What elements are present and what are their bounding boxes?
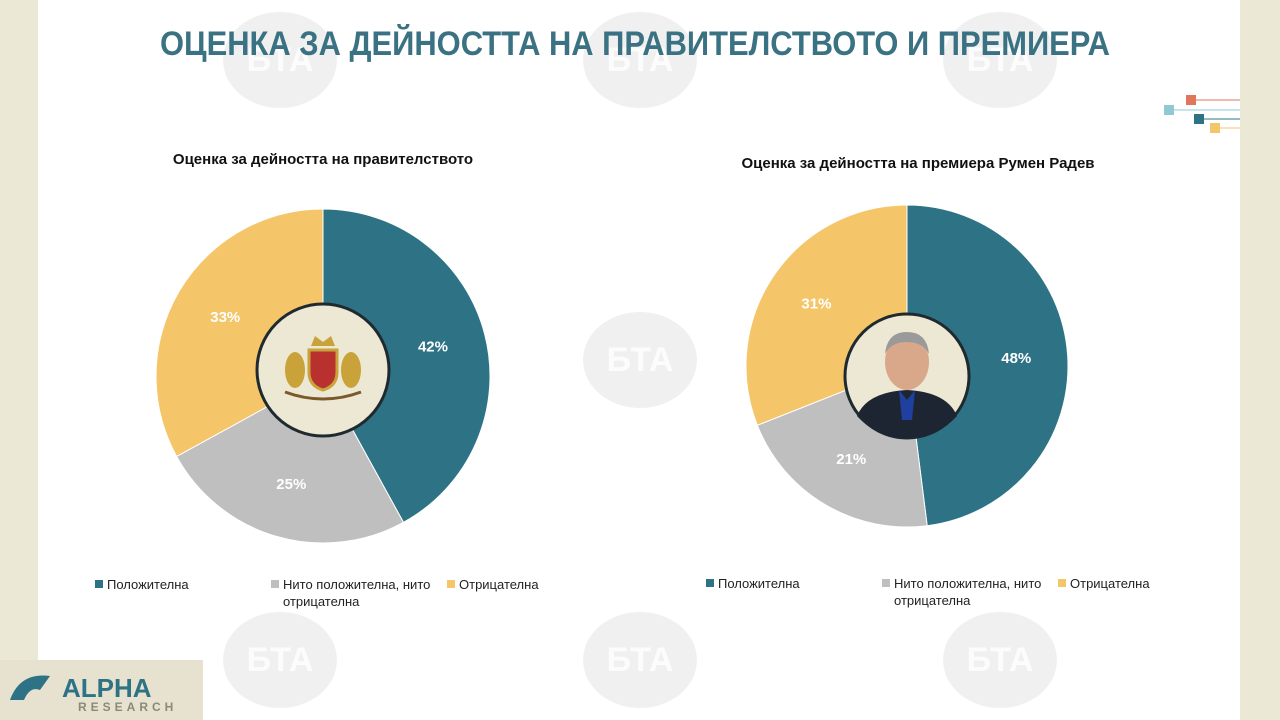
watermark-text: БТА xyxy=(247,41,314,79)
watermark-circle xyxy=(943,12,1057,108)
watermark-text: БТА xyxy=(607,41,674,79)
legend-label: Нито положителна, нито отрицателна xyxy=(283,577,431,609)
value-label: 25% xyxy=(276,476,306,493)
value-label: 48% xyxy=(1001,350,1031,367)
watermark-text: БТА xyxy=(247,641,314,679)
chart-title: Оценка за дейността на премиера Румен Ра… xyxy=(741,155,1094,172)
chart-title: Оценка за дейността на правителството xyxy=(173,151,473,168)
portrait xyxy=(885,334,929,390)
watermark-circle xyxy=(943,612,1057,708)
watermark-text: БТА xyxy=(607,341,674,379)
watermark-text: БТА xyxy=(967,641,1034,679)
side-band xyxy=(1240,0,1280,720)
portrait xyxy=(899,390,915,420)
watermark-circle xyxy=(583,12,697,108)
portrait xyxy=(885,332,929,354)
legend-item: Нито положителна, нито отрицателна xyxy=(882,575,1044,609)
legend-item: Отрицателна xyxy=(447,576,609,593)
legend-swatch xyxy=(95,580,103,588)
watermark-circle xyxy=(223,12,337,108)
legend-swatch xyxy=(271,580,279,588)
coat-of-arms xyxy=(284,390,362,401)
legend-swatch xyxy=(1058,579,1066,587)
watermark-text: БТА xyxy=(967,41,1034,79)
legend-label: Нито положителна, нито отрицателна xyxy=(894,576,1042,608)
pie-slice xyxy=(906,204,1069,527)
legend-item: Положителна xyxy=(706,575,868,592)
coat-of-arms xyxy=(307,348,339,392)
logo-subtitle: RESEARCH xyxy=(78,700,177,714)
legend-label: Положителна xyxy=(107,577,189,592)
pie-slice xyxy=(175,375,405,544)
logo-name: ALPHA xyxy=(62,673,152,703)
pie-slice xyxy=(322,208,491,524)
legend-label: Отрицателна xyxy=(459,577,539,592)
watermark-text: БТА xyxy=(607,641,674,679)
decor xyxy=(1164,95,1240,133)
coat-of-arms xyxy=(341,352,361,388)
legend-swatch xyxy=(882,579,890,587)
watermark-circle xyxy=(583,312,697,408)
coat-of-arms xyxy=(311,336,335,346)
side-band xyxy=(0,0,38,720)
legend-swatch xyxy=(706,579,714,587)
legend-label: Отрицателна xyxy=(1070,576,1150,591)
value-label: 31% xyxy=(801,295,831,312)
logo-mark xyxy=(10,675,50,700)
watermark-circle xyxy=(223,612,337,708)
legend-item: Нито положителна, нито отрицателна xyxy=(271,576,433,610)
value-label: 21% xyxy=(836,451,866,468)
slide-title: ОЦЕНКА ЗА ДЕЙНОСТТА НА ПРАВИТЕЛСТВОТО И … xyxy=(160,24,1110,63)
charts: Оценка за дейността на правителството 42%… xyxy=(155,151,1095,544)
legend-label: Положителна xyxy=(718,576,800,591)
legend-swatch xyxy=(447,580,455,588)
legend-item: Положителна xyxy=(95,576,257,593)
legend-item: Отрицателна xyxy=(1058,575,1220,592)
coat-of-arms xyxy=(285,352,305,388)
value-label: 33% xyxy=(210,309,240,326)
value-label: 42% xyxy=(418,339,448,356)
logo-box xyxy=(0,660,203,720)
watermark-circle xyxy=(583,612,697,708)
